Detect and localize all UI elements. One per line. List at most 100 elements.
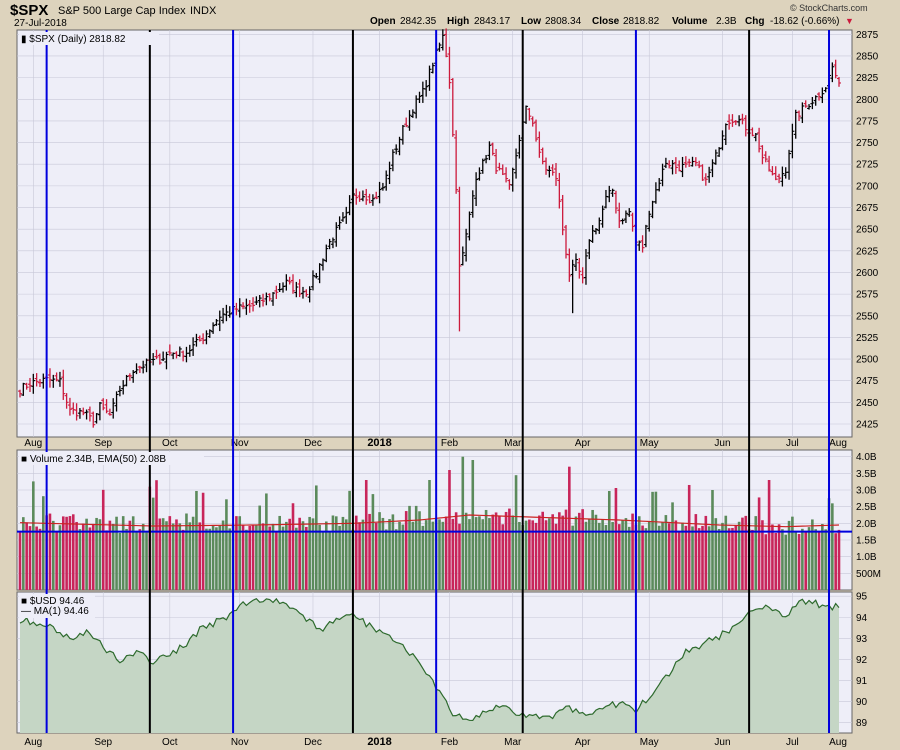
volume-bar-up	[474, 517, 478, 590]
volume-bar-down	[108, 520, 112, 590]
volume-bar-up	[315, 485, 318, 590]
price-month-label: Sep	[94, 438, 112, 449]
volume-bar-down	[168, 516, 172, 590]
volume-bar-up	[281, 526, 285, 590]
volume-bar-up	[588, 518, 591, 590]
usd-ma-legend: — MA(1) 94.46	[21, 606, 89, 617]
volume-value: 2.3B	[716, 16, 737, 27]
volume-bar-up	[724, 515, 728, 590]
open-value: 2842.35	[400, 16, 437, 27]
volume-bar-up	[424, 520, 428, 590]
price-tick-label: 2650	[856, 225, 879, 236]
volume-bar-up	[381, 517, 385, 590]
volume-bar-down	[767, 480, 771, 590]
volume-bar-up	[408, 505, 411, 590]
usd-month-label: Oct	[162, 737, 178, 748]
volume-label: Volume	[672, 16, 708, 27]
volume-bar-up	[814, 529, 817, 590]
volume-bar-up	[671, 502, 674, 590]
volume-bar-up	[431, 521, 435, 590]
volume-bar-up	[737, 521, 741, 590]
exchange-label: INDX	[190, 5, 217, 17]
volume-bar-down	[797, 534, 801, 590]
volume-bar-down	[757, 497, 761, 590]
volume-bar-up	[398, 521, 401, 590]
volume-bar-up	[754, 516, 758, 590]
volume-bar-down	[18, 530, 22, 590]
volume-bar-down	[528, 519, 531, 590]
volume-bar-up	[604, 525, 608, 590]
volume-bar-down	[667, 523, 671, 590]
volume-bar-down	[561, 515, 564, 590]
volume-bar-up	[324, 521, 328, 590]
usd-month-label: Aug	[24, 737, 42, 748]
volume-bar-up	[111, 523, 115, 590]
volume-bar-up	[511, 515, 515, 590]
volume-bar-up	[607, 491, 611, 590]
volume-bar-up	[165, 521, 168, 590]
price-tick-label: 2500	[856, 355, 879, 366]
volume-bar-down	[617, 524, 621, 590]
close-value: 2818.82	[623, 16, 660, 27]
price-month-label: Jun	[714, 438, 730, 449]
volume-bar-up	[394, 529, 398, 590]
volume-bar-down	[241, 524, 245, 590]
volume-bar-up	[714, 518, 718, 590]
volume-bar-up	[601, 519, 604, 590]
volume-bar-down	[61, 516, 65, 590]
price-tick-label: 2875	[856, 30, 879, 41]
volume-bar-up	[161, 518, 165, 590]
volume-bar-down	[71, 514, 75, 590]
volume-bar-down	[544, 520, 548, 590]
volume-bar-down	[248, 525, 252, 590]
volume-bar-down	[558, 512, 561, 590]
volume-bar-up	[481, 519, 485, 590]
volume-bar-down	[501, 524, 505, 590]
volume-bar-up	[78, 529, 82, 590]
volume-bar-up	[441, 521, 445, 590]
copyright-label: © StockCharts.com	[790, 3, 868, 13]
price-month-label: Aug	[24, 438, 42, 449]
volume-bar-up	[391, 514, 395, 590]
volume-bar-up	[584, 521, 588, 590]
usd-month-label: Dec	[304, 737, 322, 748]
volume-bar-up	[461, 456, 465, 590]
volume-bar-down	[684, 525, 688, 590]
price-month-label: Nov	[231, 438, 249, 449]
volume-bar-up	[85, 518, 88, 590]
volume-bar-down	[458, 523, 461, 590]
volume-bar-up	[621, 520, 624, 590]
volume-bar-up	[191, 516, 195, 590]
volume-bar-down	[28, 526, 32, 590]
volume-bar-up	[265, 493, 268, 590]
volume-bar-down	[804, 531, 808, 590]
volume-bar-up	[371, 494, 375, 590]
volume-bar-down	[128, 520, 132, 590]
volume-bar-up	[348, 490, 351, 590]
volume-bar-up	[22, 517, 25, 590]
volume-bar-up	[115, 516, 118, 590]
volume-bar-down	[198, 522, 202, 590]
volume-bar-down	[235, 516, 238, 590]
usd-tick-label: 92	[856, 655, 868, 666]
volume-bar-down	[201, 492, 205, 590]
volume-bar-down	[564, 509, 568, 590]
volume-bar-down	[158, 518, 162, 590]
volume-bar-up	[215, 527, 218, 590]
usd-month-label: May	[640, 737, 659, 748]
volume-bar-down	[744, 515, 748, 590]
volume-bar-up	[807, 527, 811, 590]
volume-bar-up	[791, 516, 794, 590]
volume-bar-up	[518, 521, 521, 590]
volume-bar-down	[448, 470, 451, 590]
volume-bar-up	[334, 516, 338, 590]
volume-bar-down	[175, 519, 178, 590]
volume-bar-down	[687, 484, 691, 590]
volume-bar-down	[68, 516, 72, 590]
usd-month-label: Aug	[829, 737, 847, 748]
volume-bar-up	[627, 526, 631, 590]
volume-bar-down	[261, 523, 265, 590]
volume-bar-up	[651, 491, 654, 590]
volume-bar-up	[784, 534, 788, 590]
usd-tick-label: 90	[856, 697, 868, 708]
